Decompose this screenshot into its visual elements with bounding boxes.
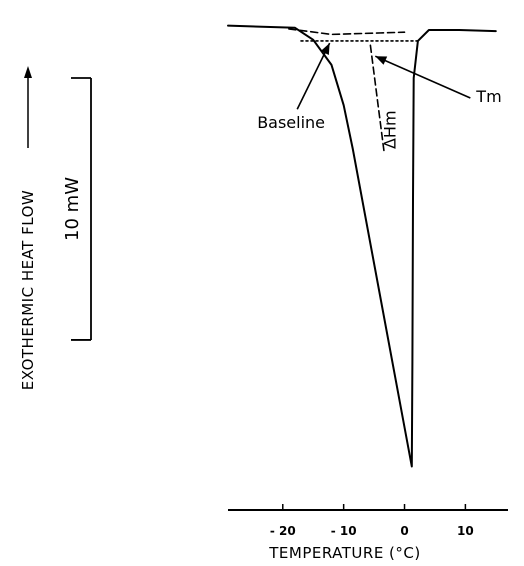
annotation-arrows	[296, 42, 471, 110]
annotation-baseline: Baseline	[257, 113, 325, 132]
annotation-delta-hm: ΔHm	[380, 110, 399, 149]
curves	[227, 24, 497, 468]
annotation-arrow-shaft	[374, 55, 471, 99]
annotation-tm: Tm	[475, 87, 501, 106]
x-axis: - 20 - 10 0 10	[228, 504, 508, 538]
curve-3-dashed	[369, 44, 386, 156]
x-tick-label: 0	[400, 524, 408, 538]
annotation-arrow-head	[320, 43, 330, 55]
curve-1-solid	[227, 24, 497, 468]
y-arrow-head	[24, 66, 32, 78]
x-tick-label: 10	[457, 524, 474, 538]
x-axis-label: TEMPERATURE (°C)	[268, 544, 421, 562]
annotation-arrow-head	[375, 56, 388, 65]
x-tick-label: - 20	[270, 524, 296, 538]
y-axis-label: EXOTHERMIC HEAT FLOW	[19, 190, 37, 390]
scale-bar	[71, 77, 92, 341]
y-axis-arrow	[24, 66, 32, 148]
scale-bar-label: 10 mW	[62, 177, 83, 241]
x-tick-label: - 10	[331, 524, 357, 538]
annotation-arrow-shaft	[296, 42, 331, 110]
curve-2-dashed	[288, 28, 406, 36]
